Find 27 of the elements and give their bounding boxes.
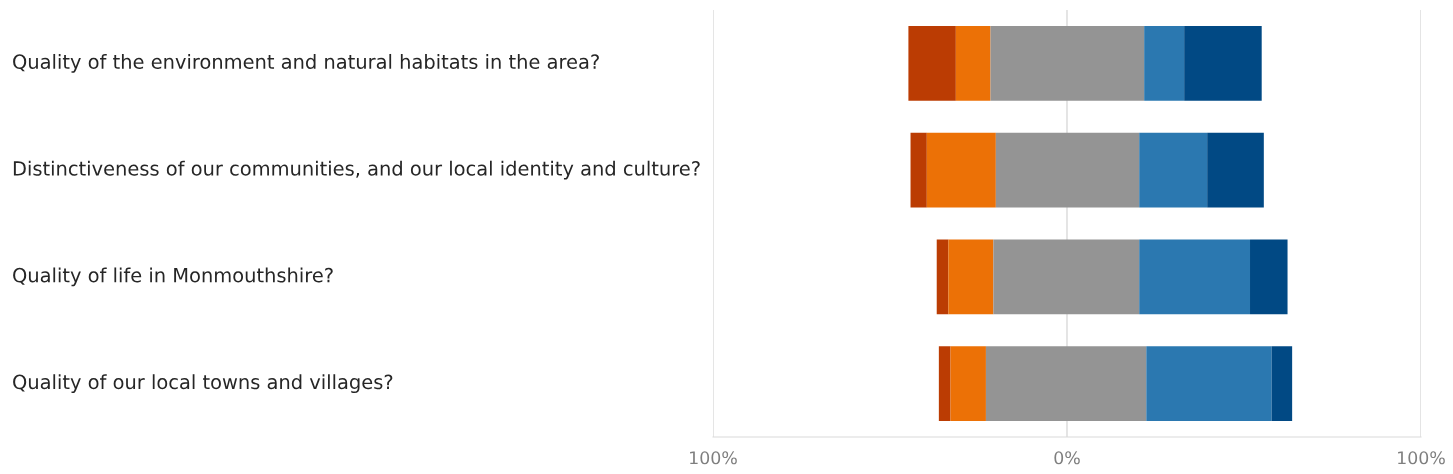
bar [1139, 239, 1251, 315]
bar [1139, 132, 1208, 208]
bar [1144, 26, 1185, 101]
bar [955, 26, 991, 101]
bar [1146, 346, 1272, 421]
bar [995, 132, 1140, 208]
bar [910, 132, 927, 208]
bar [948, 239, 994, 315]
x-tick-label: 100% [690, 451, 737, 465]
bar [990, 26, 1145, 101]
y-tick-label: Quality of life in Monmouthshire? [13, 267, 333, 287]
bar [993, 239, 1140, 315]
bar [950, 346, 986, 421]
bar [926, 132, 996, 208]
x-tick-label: 100% [1398, 451, 1445, 465]
x-tick-label: 0% [1054, 451, 1080, 465]
bar [1271, 346, 1293, 421]
bar [1250, 239, 1288, 315]
y-tick-label: Quality of our local towns and villages? [13, 374, 393, 394]
bar [1207, 132, 1264, 208]
y-tick-label: Distinctiveness of our communities, and our local identity and culture? [13, 160, 700, 180]
y-tick-label: Quality of the environment and natural habitats in the area? [13, 53, 599, 73]
bar [985, 346, 1147, 421]
bar [936, 239, 949, 315]
bar [938, 346, 951, 421]
bar [908, 26, 956, 101]
bar [1184, 26, 1262, 101]
